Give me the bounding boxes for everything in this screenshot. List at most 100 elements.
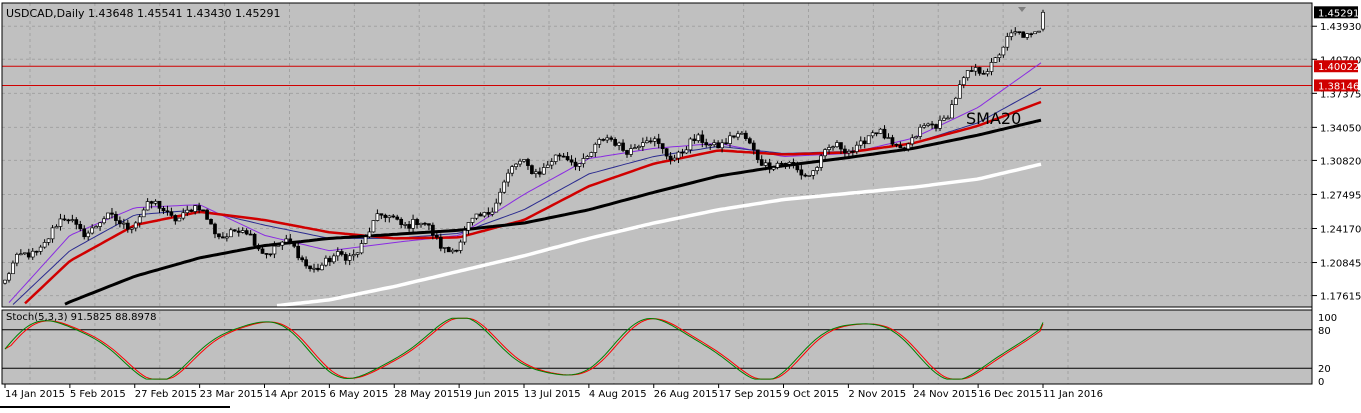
candle-body xyxy=(910,137,915,145)
candle-body xyxy=(981,72,986,75)
candle-body xyxy=(668,155,673,161)
candle-body xyxy=(304,259,308,267)
stoch-main-line xyxy=(4,317,1044,380)
candle-body xyxy=(680,151,685,154)
horizontal-lines[interactable] xyxy=(2,65,1312,86)
candle-body xyxy=(110,212,114,215)
candle-body xyxy=(462,229,467,243)
date-tick-label: 13 Jul 2015 xyxy=(524,389,581,400)
price-tick-label: 1.43930 xyxy=(1320,22,1361,33)
candle-body xyxy=(94,226,98,229)
date-tick-label: 23 Mar 2015 xyxy=(200,389,263,400)
candle-body xyxy=(122,222,126,225)
candle-body xyxy=(1037,30,1041,33)
price-tick-label: 1.37375 xyxy=(1320,89,1361,100)
candle-body xyxy=(185,209,190,214)
candle-body xyxy=(276,244,281,247)
candle-body xyxy=(993,57,998,63)
moving-average-line-3 xyxy=(24,100,1042,305)
candle-body xyxy=(799,169,804,176)
candle-body xyxy=(1025,33,1030,38)
candle-body xyxy=(490,211,495,215)
candle-body xyxy=(791,161,796,167)
candle-body xyxy=(371,220,376,233)
candle-body xyxy=(7,273,11,281)
candle-body xyxy=(526,159,530,166)
shift-marker-icon[interactable] xyxy=(1018,7,1026,12)
candle-body xyxy=(1041,11,1045,30)
candle-body xyxy=(779,162,784,165)
candle-body xyxy=(882,128,887,139)
candle-body xyxy=(324,257,328,266)
candle-body xyxy=(740,132,744,135)
stoch-level-label: 0 xyxy=(1318,377,1324,388)
date-tick-label: 11 Jan 2016 xyxy=(1043,389,1103,400)
candle-body xyxy=(320,264,324,271)
date-tick-label: 16 Dec 2015 xyxy=(978,389,1042,400)
candle-body xyxy=(442,247,447,249)
candle-body xyxy=(553,154,558,162)
stoch-label: Stoch(5,3,3) 91.5825 88.8978 xyxy=(6,312,157,323)
candle-body xyxy=(403,224,407,226)
candle-body xyxy=(708,144,713,147)
last-price-label: 1.45291 xyxy=(1318,8,1359,19)
candle-body xyxy=(926,123,930,126)
candle-body xyxy=(399,218,404,225)
candle-body xyxy=(858,140,863,146)
candle-body xyxy=(66,219,71,222)
candle-body xyxy=(700,134,705,143)
candle-body xyxy=(795,165,800,171)
candle-body xyxy=(847,151,851,154)
oscillator-panel[interactable] xyxy=(2,310,1312,384)
stoch-level-label: 80 xyxy=(1318,326,1331,337)
price-labels: 1.45291 1.40022 1.38146 xyxy=(1314,6,1359,92)
candle-body xyxy=(335,251,340,257)
candle-body xyxy=(557,154,562,157)
candle-body xyxy=(914,136,919,139)
date-tick-label: 17 Sep 2015 xyxy=(719,389,782,400)
candle-body xyxy=(522,159,526,162)
date-tick-label: 28 May 2015 xyxy=(394,389,459,400)
candle-body xyxy=(387,215,392,218)
date-tick-label: 6 May 2015 xyxy=(329,389,388,400)
candle-body xyxy=(934,124,938,129)
candle-body xyxy=(280,241,285,246)
candle-body xyxy=(431,224,435,236)
candle-body xyxy=(482,212,487,217)
candle-body xyxy=(835,142,839,148)
price-tick-label: 1.20845 xyxy=(1320,259,1361,270)
candle-body xyxy=(288,238,293,244)
candle-body xyxy=(866,135,871,145)
candle-body xyxy=(34,250,39,253)
candle-body xyxy=(886,137,891,139)
price-panel[interactable] xyxy=(2,3,1312,307)
candle-body xyxy=(942,117,946,121)
candle-body xyxy=(38,246,43,252)
candle-body xyxy=(973,67,978,72)
candle-body xyxy=(189,209,194,212)
candle-body xyxy=(787,161,792,165)
candle-body xyxy=(252,233,257,246)
candle-body xyxy=(423,222,427,225)
date-axis: 14 Jan 2015 5 Feb 2015 27 Feb 2015 23 Mar 2… xyxy=(4,384,1103,400)
candle-body xyxy=(641,142,645,147)
candle-body xyxy=(466,222,471,231)
candle-body xyxy=(316,267,320,271)
candle-body xyxy=(953,97,958,105)
candle-body xyxy=(569,159,574,163)
candle-body xyxy=(153,200,158,204)
candle-body xyxy=(26,252,31,258)
candle-body xyxy=(181,212,186,219)
candle-body xyxy=(419,222,423,226)
candle-body xyxy=(763,162,768,166)
candle-body xyxy=(15,253,19,264)
candle-body xyxy=(577,163,582,167)
candle-body xyxy=(470,217,475,223)
candle-body xyxy=(874,132,879,135)
date-tick-label: 26 Aug 2015 xyxy=(654,389,718,400)
candle-body xyxy=(264,253,269,255)
moving-average-line-4 xyxy=(64,118,1042,306)
candle-body xyxy=(902,147,907,150)
candle-body xyxy=(1009,32,1014,37)
candle-body xyxy=(137,216,142,224)
